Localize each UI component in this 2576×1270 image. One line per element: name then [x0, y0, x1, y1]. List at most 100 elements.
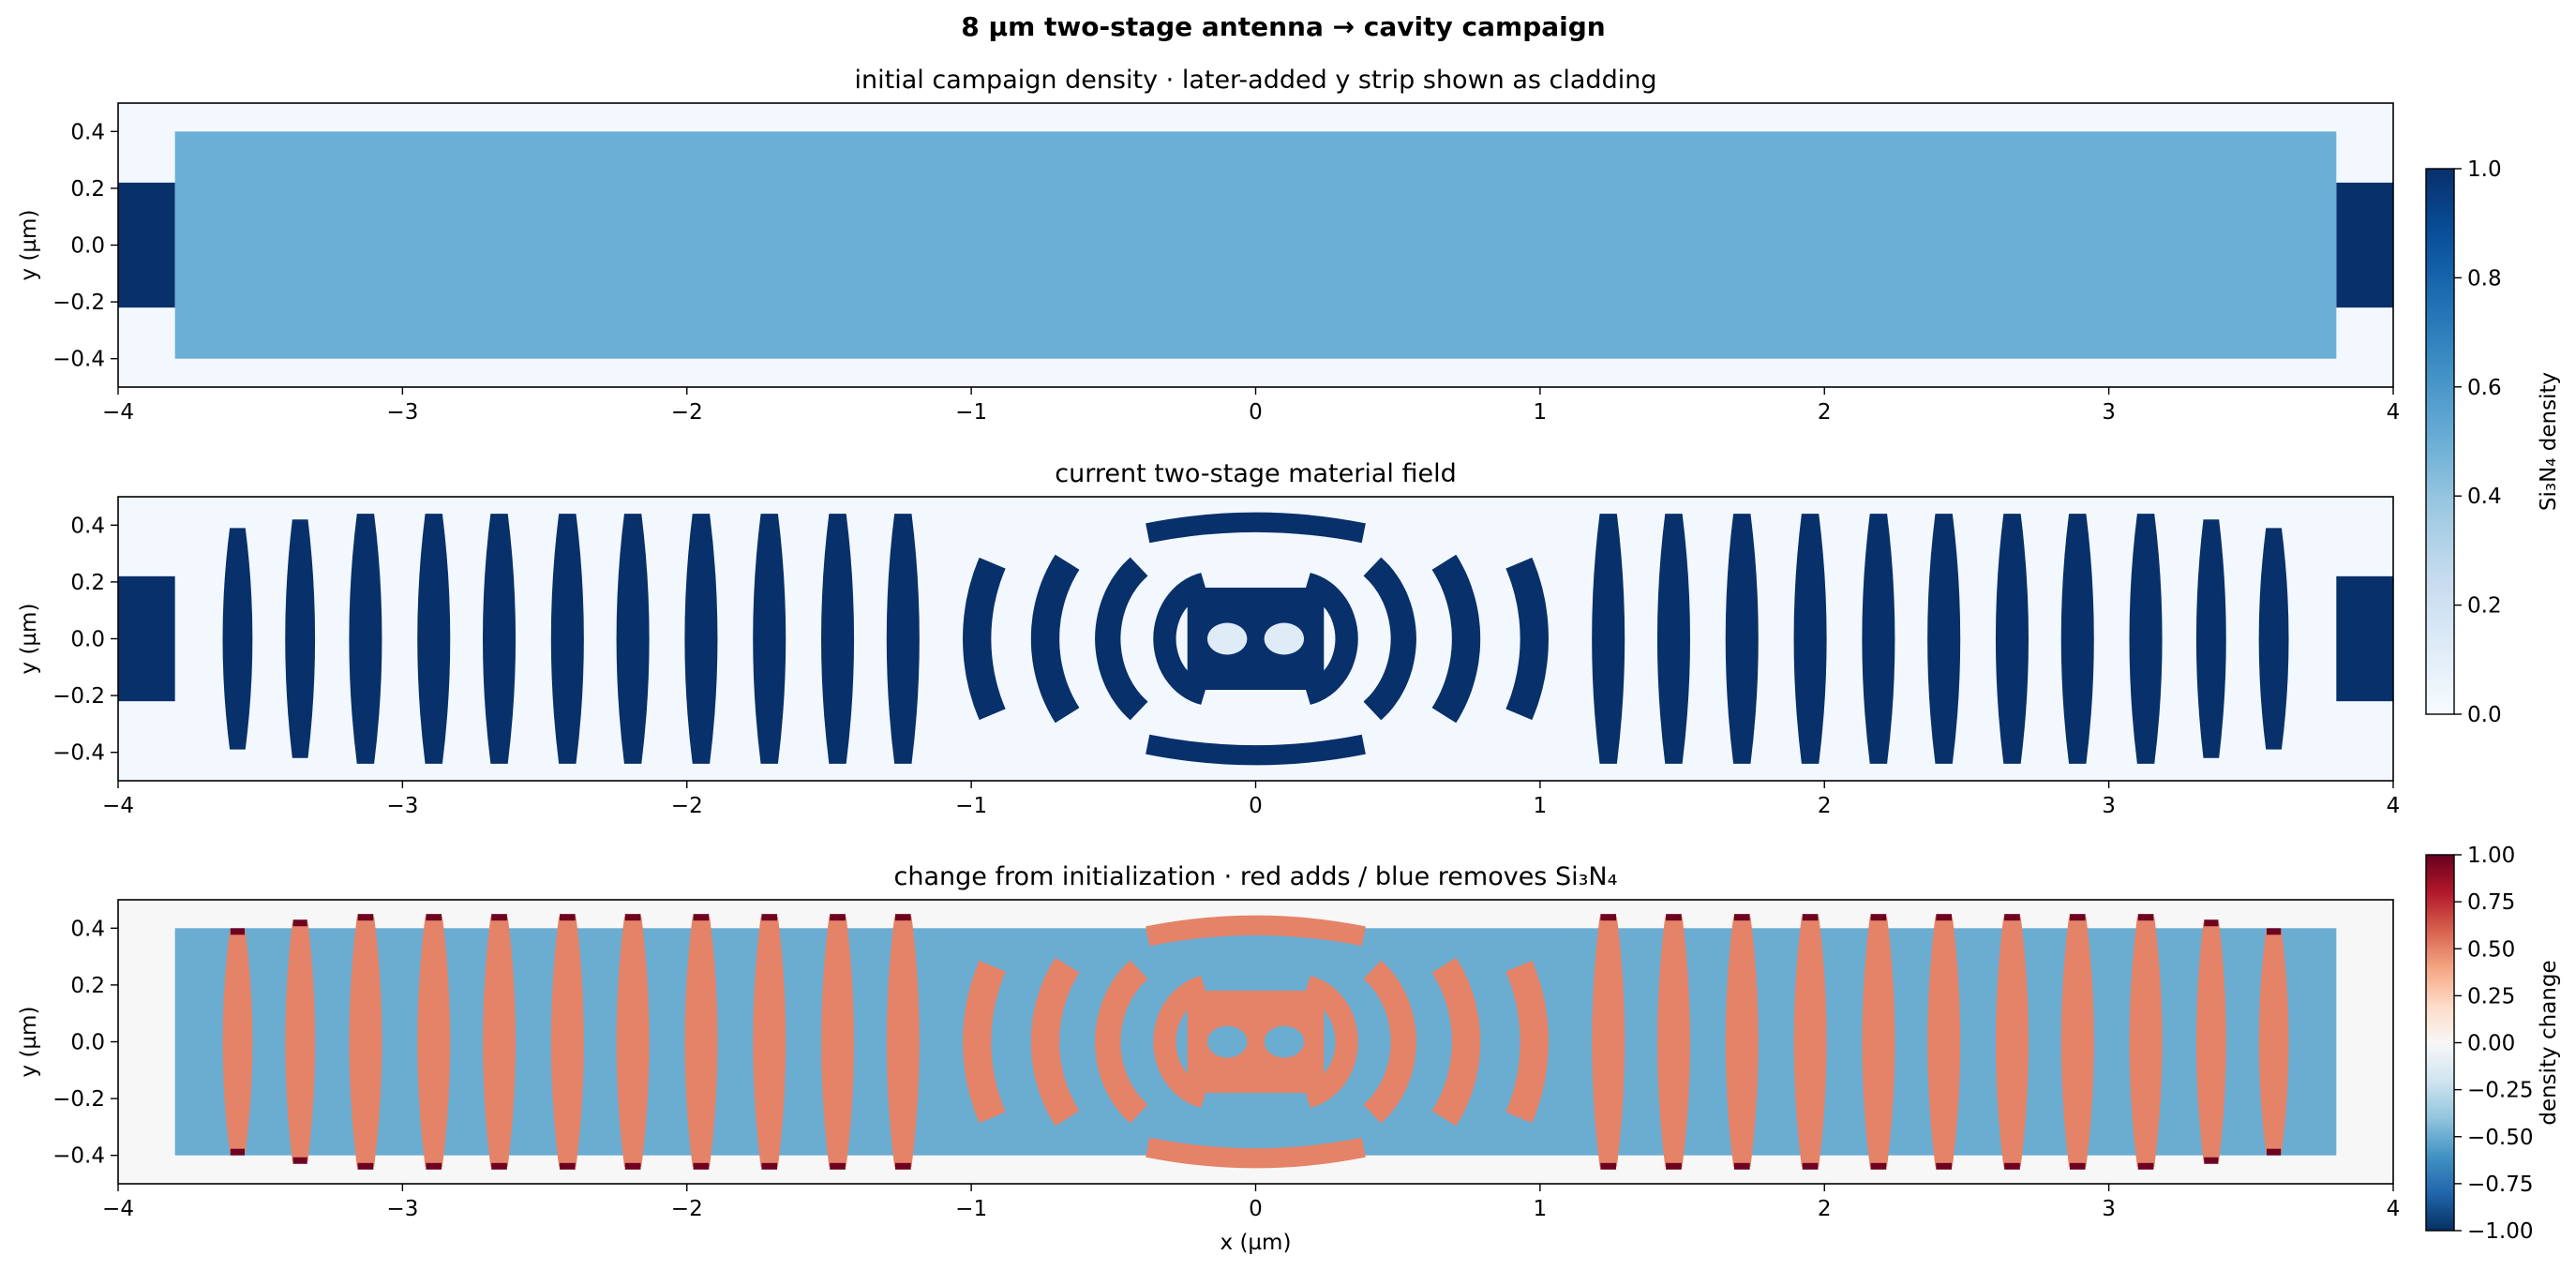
- bar-tip: [491, 914, 507, 921]
- bar-tip: [230, 928, 246, 935]
- material-bar: [821, 514, 855, 764]
- material-bar: [1995, 514, 2029, 764]
- material-bar: [1862, 514, 1895, 764]
- x-tick-label: −4: [102, 400, 134, 425]
- colorbar-tick-label: 0.50: [2467, 937, 2515, 962]
- bar-tip: [426, 914, 442, 921]
- figure-suptitle: 8 µm two-stage antenna → cavity campaign: [961, 11, 1605, 42]
- bar-tip: [1733, 914, 1750, 921]
- cavity-hole: [1264, 1025, 1305, 1058]
- colorbar-change: 1.00 0.75 0.50 0.25 0.00 −0.25 −0.50 −0.75 −1.00…: [2425, 844, 2561, 1244]
- bar-tip: [1600, 1162, 1617, 1170]
- material-bar: [753, 514, 786, 764]
- y-tick-label: −0.4: [52, 741, 105, 766]
- material-bar: [550, 917, 584, 1167]
- bar-tip: [357, 1162, 374, 1170]
- y-tick-label: 0.2: [70, 177, 105, 202]
- material-arc: [1153, 976, 1208, 1108]
- y-axis-label: y (µm): [17, 210, 41, 281]
- material-bar: [886, 514, 920, 764]
- cavity-hole: [1264, 622, 1305, 655]
- bar-tip: [894, 1162, 911, 1170]
- y-tick-label: −0.4: [52, 348, 105, 372]
- colorbar-tick-label: 0.4: [2467, 485, 2502, 509]
- bar-tip: [2204, 919, 2219, 927]
- y-tick-label: 0.0: [70, 234, 105, 259]
- material-arc: [1153, 573, 1208, 705]
- bar-tip: [1870, 1162, 1887, 1170]
- x-tick-label: 0: [1249, 400, 1263, 425]
- bar-tip: [1870, 914, 1887, 921]
- material-arc: [1363, 557, 1416, 721]
- x-tick-label: 2: [1818, 794, 1832, 818]
- material-bar: [2060, 514, 2094, 764]
- material-bar: [483, 917, 517, 1167]
- bar-tip: [2137, 914, 2154, 921]
- material-bar: [1927, 917, 1961, 1167]
- material-arc: [1146, 734, 1366, 766]
- x-tick-label: 2: [1818, 400, 1832, 425]
- x-tick-label: 3: [2102, 400, 2116, 425]
- bar-tip: [2069, 914, 2086, 921]
- bar-tip: [1600, 914, 1617, 921]
- material-bar: [1793, 917, 1827, 1167]
- material-bar: [1862, 917, 1895, 1167]
- material-bar: [2195, 922, 2226, 1161]
- bar-tip: [2004, 1162, 2020, 1170]
- material-bar: [821, 917, 855, 1167]
- y-tick-label: 0.0: [70, 1031, 105, 1055]
- colorbar-tick-label: 0.8: [2467, 266, 2502, 291]
- bar-tip: [292, 1157, 307, 1164]
- y-tick-label: 0.2: [70, 571, 105, 595]
- material-bar: [1995, 917, 2029, 1167]
- material-arc: [1363, 960, 1416, 1124]
- material-arc: [1095, 960, 1148, 1124]
- material-bar: [417, 514, 451, 764]
- bar-tip: [761, 914, 778, 921]
- bar-tip: [761, 1162, 778, 1170]
- material-arc: [1146, 915, 1366, 947]
- material-bar: [222, 528, 253, 750]
- y-tick-label: −0.2: [52, 684, 105, 709]
- panel-title: initial campaign density · later-added y…: [855, 66, 1657, 95]
- material-bar: [1592, 917, 1625, 1167]
- material-bar: [349, 917, 382, 1167]
- y-tick-label: −0.2: [52, 1087, 105, 1112]
- x-tick-label: −4: [102, 1197, 134, 1221]
- material-bar: [1725, 514, 1759, 764]
- colorbar-tick-label: −0.25: [2467, 1079, 2533, 1103]
- bar-tip: [2266, 928, 2282, 935]
- bar-tip: [1802, 1162, 1819, 1170]
- bar-tip: [292, 919, 307, 927]
- x-axis-label: x (µm): [1221, 1231, 1292, 1255]
- x-tick-label: 4: [2387, 400, 2401, 425]
- x-tick-label: 3: [2102, 1197, 2116, 1221]
- colorbar-tick-label: −0.75: [2467, 1173, 2533, 1197]
- material-bar: [616, 917, 650, 1167]
- x-tick-label: −1: [955, 400, 987, 425]
- material-arc: [1095, 557, 1148, 721]
- material-bar: [417, 917, 451, 1167]
- y-tick-label: 0.4: [70, 514, 105, 538]
- material-arc: [1303, 976, 1358, 1108]
- bar-tip: [693, 914, 710, 921]
- material-arc: [963, 557, 1006, 721]
- density-region: [2336, 182, 2393, 308]
- colorbar-label: density change: [2537, 960, 2561, 1125]
- y-tick-label: 0.4: [70, 120, 105, 144]
- bar-tip: [1666, 1162, 1682, 1170]
- x-tick-label: 0: [1249, 794, 1263, 818]
- y-tick-label: 0.2: [70, 974, 105, 998]
- material-bar: [684, 917, 718, 1167]
- material-bar: [2129, 917, 2163, 1167]
- y-tick-label: −0.2: [52, 291, 105, 315]
- material-arc: [1146, 512, 1366, 544]
- material-arc: [1431, 554, 1481, 724]
- colorbar-label: Si₃N₄ density: [2537, 372, 2561, 511]
- material-bar: [2258, 931, 2289, 1153]
- material-bar: [550, 514, 584, 764]
- x-tick-label: −3: [386, 794, 418, 818]
- panel-title: current two-stage material field: [1055, 459, 1456, 488]
- x-tick-label: 2: [1818, 1197, 1832, 1221]
